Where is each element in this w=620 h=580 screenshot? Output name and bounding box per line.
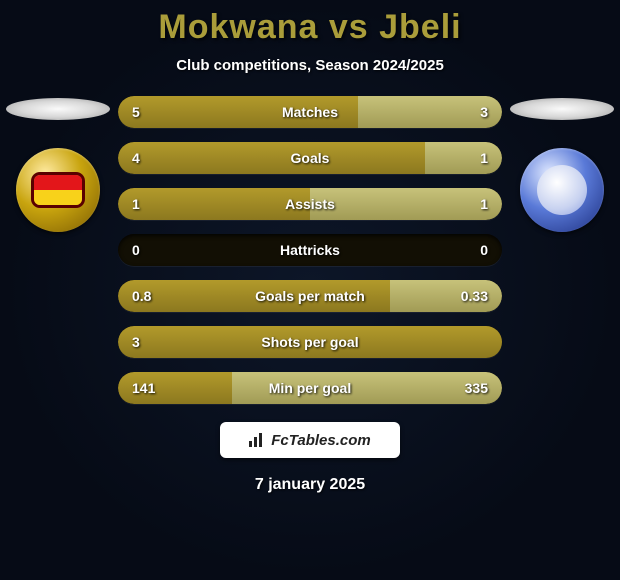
club-badge-left (16, 148, 100, 232)
stat-fill-left (118, 280, 390, 312)
stat-value-right: 0 (480, 234, 488, 266)
stat-fill-left (118, 142, 425, 174)
stat-row: 11Assists (118, 188, 502, 220)
stat-fill-left (118, 188, 310, 220)
stat-row: 41Goals (118, 142, 502, 174)
brand-logo[interactable]: FcTables.com (220, 422, 400, 458)
stat-value-right: 0.33 (461, 280, 488, 312)
page-title: Mokwana vs Jbeli (0, 8, 620, 47)
stat-fill-left (118, 96, 358, 128)
stat-value-left: 3 (132, 326, 140, 358)
left-side (6, 96, 110, 232)
stat-value-right: 1 (480, 142, 488, 174)
right-side (510, 96, 614, 232)
stat-value-right: 335 (465, 372, 488, 404)
stat-row: 141335Min per goal (118, 372, 502, 404)
subtitle: Club competitions, Season 2024/2025 (0, 57, 620, 74)
stat-fill-left (118, 326, 502, 358)
stat-value-left: 0.8 (132, 280, 151, 312)
brand-text: FcTables.com (271, 432, 370, 449)
comparison-panel: 53Matches41Goals11Assists00Hattricks0.80… (0, 96, 620, 404)
brand-bars-icon (249, 433, 267, 447)
stat-value-left: 4 (132, 142, 140, 174)
stat-row: 0 0Hattricks (118, 234, 502, 266)
stat-row: 0.80.33Goals per match (118, 280, 502, 312)
stat-label: Hattricks (118, 234, 502, 266)
club-badge-right (520, 148, 604, 232)
stat-value-left: 141 (132, 372, 155, 404)
stat-fill-right (232, 372, 502, 404)
stat-bars: 53Matches41Goals11Assists00Hattricks0.80… (118, 96, 502, 404)
stat-value-left: 1 (132, 188, 140, 220)
stat-row: 3Shots per goal (118, 326, 502, 358)
stat-row: 53Matches (118, 96, 502, 128)
date-label: 7 january 2025 (0, 476, 620, 494)
stat-value-right: 1 (480, 188, 488, 220)
player-halo-right (510, 98, 614, 120)
stat-value-right: 3 (480, 96, 488, 128)
stat-fill-right (425, 142, 502, 174)
stat-value-left: 5 (132, 96, 140, 128)
stat-fill-right (310, 188, 502, 220)
player-halo-left (6, 98, 110, 120)
stat-value-left: 0 (132, 234, 140, 266)
